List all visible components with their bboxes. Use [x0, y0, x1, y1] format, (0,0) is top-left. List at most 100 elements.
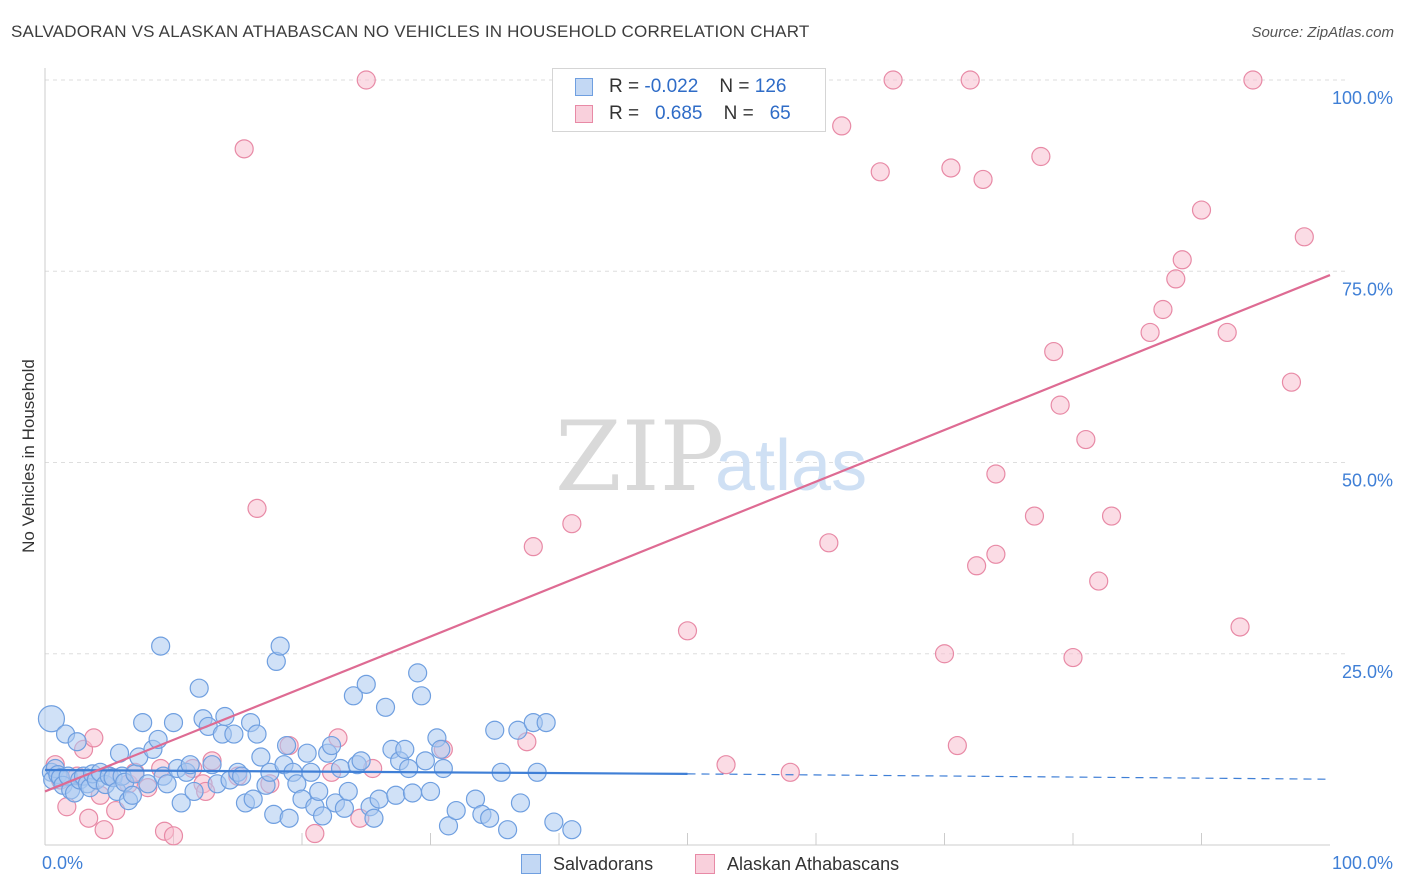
chart-title: SALVADORAN VS ALASKAN ATHABASCAN NO VEHI…: [11, 22, 810, 41]
data-point: [67, 732, 87, 752]
data-point: [1294, 227, 1314, 247]
data-point: [1031, 146, 1051, 167]
data-point: [960, 70, 980, 90]
data-point: [438, 816, 459, 836]
n-label: N =: [719, 76, 750, 97]
data-point: [947, 735, 967, 756]
data-point: [171, 793, 191, 813]
data-point: [941, 158, 961, 178]
data-point: [508, 720, 528, 740]
trend-line-salvadorans: [44, 768, 688, 775]
y-axis-label: No Vehicles in Household: [19, 359, 38, 553]
data-point: [151, 636, 171, 656]
data-point: [309, 781, 329, 802]
bottom-swatch-blue: [521, 854, 541, 874]
tick-labels: 100.0% 75.0% 50.0% 25.0% 0.0% 100.0%: [42, 88, 1393, 873]
trend-line-salvadorans-extrapolated: [687, 773, 1331, 780]
y-tick-label: 25.0%: [1342, 662, 1393, 682]
legend-row-alaskan: R = 0.685 N = 65: [575, 102, 791, 126]
y-tick-label: 75.0%: [1342, 279, 1393, 299]
data-point: [338, 781, 358, 802]
correlation-legend: R = -0.022 N = 126 R = 0.685 N = 65: [552, 68, 826, 132]
data-point: [184, 781, 204, 802]
data-point: [399, 758, 419, 779]
y-tick-label: 100.0%: [1332, 88, 1393, 108]
n-value: 126: [754, 76, 787, 97]
data-point: [1166, 269, 1186, 289]
data-point: [270, 636, 290, 656]
r-label: R =: [609, 76, 640, 97]
data-point: [157, 774, 177, 794]
data-point: [973, 169, 993, 190]
data-point: [402, 783, 423, 803]
data-point: [986, 544, 1006, 564]
data-point: [780, 762, 800, 782]
data-point: [321, 735, 342, 756]
data-point: [1172, 250, 1192, 270]
trend-line-alaskan: [44, 274, 1331, 793]
data-point: [369, 789, 389, 809]
data-point: [986, 464, 1006, 484]
data-point: [819, 533, 839, 553]
watermark-atlas: atlas: [715, 426, 867, 506]
data-point: [232, 766, 252, 786]
data-point: [202, 755, 222, 775]
data-point: [356, 674, 376, 694]
data-point: [1191, 200, 1212, 220]
data-point: [415, 751, 435, 771]
data-point: [305, 823, 325, 844]
data-point: [1243, 70, 1263, 90]
data-point: [247, 724, 267, 744]
data-point: [562, 514, 582, 534]
legend-swatch-pink: [575, 105, 593, 123]
data-point: [1153, 299, 1173, 320]
data-point: [37, 705, 66, 733]
x-tick-label: 100.0%: [1332, 853, 1393, 873]
trend-lines: [44, 274, 1331, 793]
data-point: [356, 70, 376, 90]
data-point: [1044, 341, 1064, 362]
data-point: [279, 808, 299, 828]
watermark-zip: ZIP: [555, 401, 724, 513]
r-value: -0.022: [644, 76, 699, 97]
data-point: [84, 728, 104, 748]
grid-lines: [45, 79, 1345, 655]
data-point: [433, 758, 453, 779]
data-point: [189, 678, 209, 698]
y-tick-label: 50.0%: [1342, 471, 1393, 491]
data-point: [408, 663, 428, 683]
data-point: [523, 537, 543, 557]
data-point: [234, 139, 254, 159]
data-point: [1024, 506, 1045, 526]
data-point: [330, 758, 351, 779]
data-point: [883, 70, 903, 90]
bottom-legend-label: Alaskan Athabascans: [727, 853, 900, 874]
data-point: [180, 755, 200, 775]
data-point: [498, 820, 518, 840]
data-point: [375, 697, 396, 717]
data-point: [1230, 617, 1250, 637]
data-point: [934, 644, 955, 664]
data-point: [420, 781, 441, 802]
data-point: [411, 686, 432, 706]
data-point: [133, 712, 153, 733]
watermark: ZIP atlas: [555, 401, 867, 513]
data-point: [677, 621, 698, 641]
data-point: [364, 808, 384, 828]
data-point: [243, 789, 263, 809]
data-point: [224, 724, 244, 744]
source-label: Source: ZipAtlas.com: [1251, 24, 1394, 41]
r-value: 0.685: [654, 103, 703, 124]
data-point: [297, 743, 317, 763]
data-point: [485, 720, 505, 740]
data-point: [312, 806, 333, 826]
legend-row-salvadorans: R = -0.022 N = 126: [575, 75, 786, 99]
data-point: [251, 747, 271, 767]
data-point: [79, 808, 99, 828]
data-point: [544, 812, 564, 832]
data-point: [510, 793, 531, 813]
data-point: [163, 826, 184, 846]
data-point: [1050, 395, 1070, 415]
data-point: [276, 735, 297, 756]
